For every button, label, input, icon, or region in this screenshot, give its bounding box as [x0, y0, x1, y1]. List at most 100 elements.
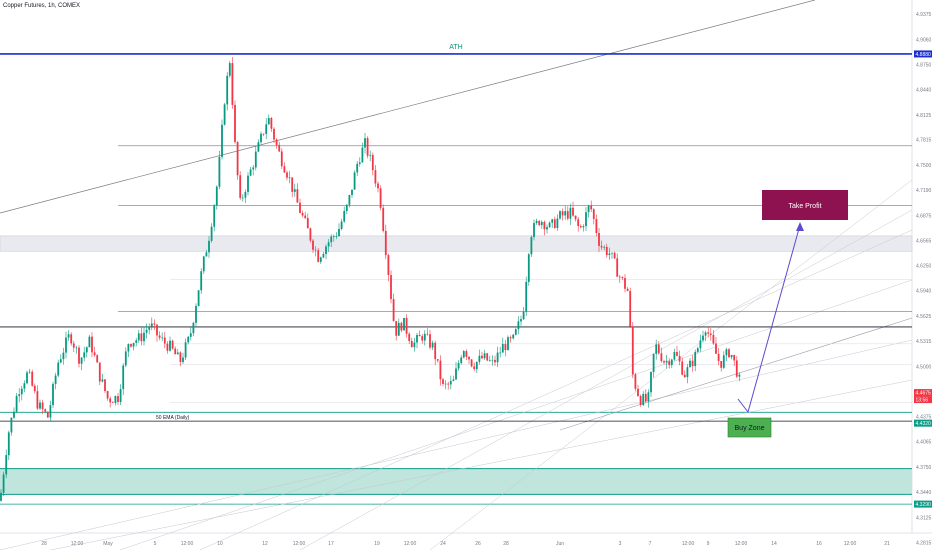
- candle-body: [78, 347, 80, 364]
- time-tick: 5: [154, 541, 157, 547]
- candle-body: [507, 337, 509, 351]
- time-tick: 12:00: [404, 541, 417, 547]
- candle-body: [301, 212, 304, 216]
- candle-body: [184, 342, 187, 358]
- candle-body: [291, 177, 294, 192]
- candle-body: [676, 352, 678, 356]
- candle-body: [5, 455, 8, 475]
- candle-body: [403, 317, 405, 331]
- candle-body: [722, 355, 725, 368]
- candle-body: [156, 324, 158, 336]
- candle-body: [709, 333, 712, 335]
- candle-body: [0, 492, 2, 501]
- candle-body: [546, 227, 548, 230]
- countdown-bg: [914, 396, 932, 404]
- candle-body: [379, 188, 382, 208]
- candle-body: [431, 342, 434, 348]
- price-tick: 4.5315: [916, 339, 932, 345]
- time-tick: 3: [619, 541, 622, 547]
- buy-zone-label: Buy Zone: [735, 425, 765, 432]
- bottom-zone-price-tag: 4.3290: [916, 502, 932, 508]
- candle-body: [286, 172, 288, 178]
- candle-body: [41, 402, 44, 410]
- candle-body: [650, 371, 652, 393]
- candle-body: [275, 139, 278, 145]
- candle-body: [366, 138, 369, 156]
- ath-price-tag-bg: [914, 50, 932, 58]
- time-tick: 12:00: [293, 541, 306, 547]
- candle-body: [249, 169, 252, 176]
- candle-body: [205, 252, 208, 257]
- candle-body: [590, 205, 593, 210]
- candle-body: [665, 360, 668, 363]
- candle-body: [538, 220, 541, 226]
- candle-body: [660, 353, 663, 362]
- candle-body: [629, 290, 632, 327]
- candle-body: [481, 355, 483, 359]
- candle-body: [340, 221, 343, 229]
- candle-body: [473, 366, 476, 370]
- candle-body: [699, 340, 702, 349]
- ath-price-tag: 4.8880: [916, 52, 932, 58]
- candle-body: [36, 391, 39, 409]
- candle-body: [345, 204, 348, 212]
- candle-body: [465, 351, 468, 357]
- candle-body: [517, 321, 520, 330]
- candle-body: [397, 322, 400, 336]
- price-tick: 4.5000: [916, 364, 932, 370]
- candle-body: [652, 353, 655, 372]
- candle-body: [377, 183, 379, 189]
- candle-body: [314, 249, 317, 251]
- candle-body: [418, 335, 421, 337]
- candle-body: [683, 374, 686, 378]
- candle-body: [213, 205, 216, 227]
- candle-body: [499, 352, 502, 354]
- candle-body: [234, 104, 236, 143]
- candle-body: [257, 142, 260, 152]
- candle-body: [462, 351, 465, 358]
- ema-label: 50 EMA (Daily): [156, 415, 190, 421]
- candle-body: [514, 329, 517, 335]
- candle-body: [702, 335, 704, 341]
- candle-body: [530, 237, 533, 255]
- candle-body: [735, 360, 738, 377]
- countdown-tag: 13:56: [916, 397, 929, 403]
- channel-line-1: [49, 379, 913, 550]
- candle-body: [236, 142, 239, 176]
- channel-line-3: [199, 229, 913, 550]
- time-tick: 28: [41, 541, 47, 547]
- candle-body: [161, 337, 164, 339]
- candle-body: [533, 223, 535, 238]
- candle-body: [608, 253, 611, 256]
- price-tick: 4.8125: [916, 113, 932, 119]
- candle-body: [83, 352, 86, 358]
- candle-body: [592, 209, 595, 219]
- candle-body: [46, 411, 49, 418]
- time-tick: 17: [328, 541, 334, 547]
- plot-background: [0, 0, 912, 550]
- candle-body: [470, 359, 473, 367]
- price-tick: 4.9060: [916, 37, 932, 43]
- candle-body: [132, 342, 135, 347]
- candle-body: [332, 236, 335, 237]
- candle-body: [273, 128, 275, 140]
- candle-body: [218, 156, 221, 187]
- candle-body: [624, 278, 626, 289]
- candle-body: [364, 138, 366, 148]
- candle-body: [91, 336, 93, 353]
- candle-body: [634, 374, 637, 389]
- time-tick: 12:00: [844, 541, 857, 547]
- current-price-tag-bg: [914, 389, 932, 397]
- candle-body: [416, 335, 418, 343]
- price-tick: 4.9375: [916, 12, 932, 18]
- candle-body: [104, 379, 106, 392]
- candle-body: [647, 392, 650, 402]
- candle-body: [202, 256, 205, 272]
- candle-body: [200, 271, 203, 291]
- candle-body: [228, 63, 231, 76]
- candle-body: [616, 258, 619, 277]
- candle-body: [221, 124, 223, 157]
- candle-body: [382, 207, 385, 231]
- candle-body: [174, 348, 177, 355]
- candle-body: [356, 163, 359, 173]
